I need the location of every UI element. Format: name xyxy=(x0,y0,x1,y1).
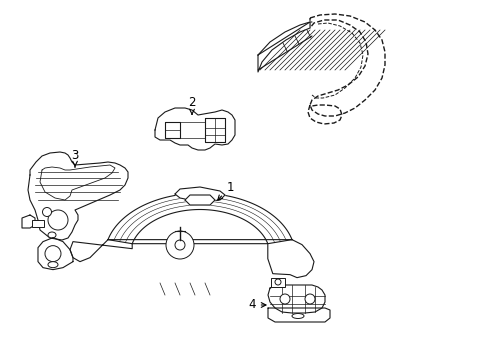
Bar xyxy=(270,278,285,287)
Polygon shape xyxy=(267,240,313,278)
Text: 4: 4 xyxy=(248,298,265,311)
Circle shape xyxy=(48,210,68,230)
Circle shape xyxy=(280,294,289,304)
Ellipse shape xyxy=(48,262,58,267)
Bar xyxy=(32,220,44,227)
Polygon shape xyxy=(155,108,235,150)
Text: 3: 3 xyxy=(71,149,79,167)
Ellipse shape xyxy=(48,232,56,238)
Polygon shape xyxy=(184,195,215,205)
Polygon shape xyxy=(258,22,309,72)
Polygon shape xyxy=(204,118,224,142)
Polygon shape xyxy=(175,187,224,202)
Ellipse shape xyxy=(291,314,304,319)
Circle shape xyxy=(274,279,281,285)
Circle shape xyxy=(45,246,61,262)
Polygon shape xyxy=(22,215,35,228)
Circle shape xyxy=(42,207,51,216)
Polygon shape xyxy=(70,240,132,262)
Polygon shape xyxy=(267,308,329,322)
Text: 1: 1 xyxy=(217,180,233,200)
Circle shape xyxy=(165,231,194,259)
Polygon shape xyxy=(164,122,180,138)
Polygon shape xyxy=(28,152,128,240)
Circle shape xyxy=(305,294,314,304)
Polygon shape xyxy=(38,238,73,270)
Text: 2: 2 xyxy=(188,95,195,114)
Polygon shape xyxy=(108,193,291,244)
Polygon shape xyxy=(267,285,325,313)
Circle shape xyxy=(175,240,184,250)
